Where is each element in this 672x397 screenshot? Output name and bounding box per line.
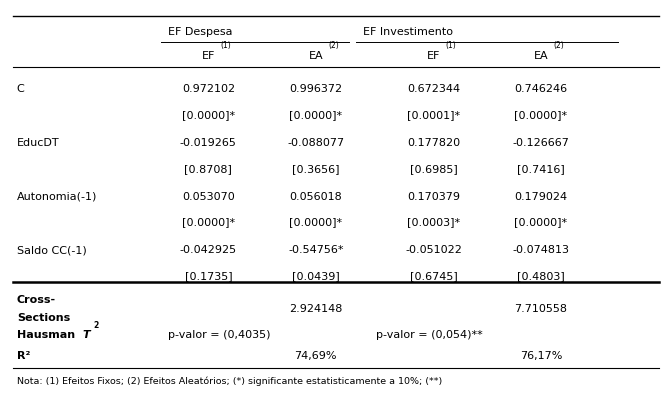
Text: EA: EA bbox=[308, 51, 323, 62]
Text: [0.6745]: [0.6745] bbox=[409, 271, 458, 281]
Text: [0.8708]: [0.8708] bbox=[184, 164, 233, 174]
Text: 74,69%: 74,69% bbox=[294, 351, 337, 361]
Text: EA: EA bbox=[534, 51, 548, 62]
Text: [0.0439]: [0.0439] bbox=[292, 271, 340, 281]
Text: 7.710558: 7.710558 bbox=[515, 304, 567, 314]
Text: -0.126667: -0.126667 bbox=[513, 138, 569, 148]
Text: [0.0000]*: [0.0000]* bbox=[289, 217, 343, 227]
Text: [0.7416]: [0.7416] bbox=[517, 164, 565, 174]
Text: 0.053070: 0.053070 bbox=[182, 191, 235, 202]
Text: [0.0000]*: [0.0000]* bbox=[181, 110, 235, 120]
Text: 76,17%: 76,17% bbox=[519, 351, 562, 361]
Text: Autonomia(-1): Autonomia(-1) bbox=[17, 191, 97, 202]
Text: [0.1735]: [0.1735] bbox=[185, 271, 232, 281]
Text: [0.0001]*: [0.0001]* bbox=[407, 110, 460, 120]
Text: Sections: Sections bbox=[17, 312, 70, 323]
Text: -0.088077: -0.088077 bbox=[287, 138, 345, 148]
Text: T: T bbox=[83, 330, 90, 341]
Text: p-valor = (0,054)**: p-valor = (0,054)** bbox=[376, 330, 483, 341]
Text: Hausman: Hausman bbox=[17, 330, 79, 341]
Text: -0.019265: -0.019265 bbox=[180, 138, 237, 148]
Text: [0.0000]*: [0.0000]* bbox=[514, 110, 568, 120]
Text: 0.972102: 0.972102 bbox=[181, 84, 235, 94]
Text: [0.0000]*: [0.0000]* bbox=[514, 217, 568, 227]
Text: 0.177820: 0.177820 bbox=[407, 138, 460, 148]
Text: [0.4803]: [0.4803] bbox=[517, 271, 565, 281]
Text: -0.54756*: -0.54756* bbox=[288, 245, 343, 255]
Text: 0.996372: 0.996372 bbox=[289, 84, 343, 94]
Text: R²: R² bbox=[17, 351, 30, 361]
Text: C: C bbox=[17, 84, 25, 94]
Text: (2): (2) bbox=[328, 41, 339, 50]
Text: 0.179024: 0.179024 bbox=[514, 191, 568, 202]
Text: -0.051022: -0.051022 bbox=[405, 245, 462, 255]
Text: 2: 2 bbox=[93, 321, 99, 330]
Text: EF Despesa: EF Despesa bbox=[168, 27, 233, 37]
Text: 0.170379: 0.170379 bbox=[407, 191, 460, 202]
Text: Cross-: Cross- bbox=[17, 295, 56, 305]
Text: (2): (2) bbox=[553, 41, 564, 50]
Text: 0.672344: 0.672344 bbox=[407, 84, 460, 94]
Text: 0.056018: 0.056018 bbox=[290, 191, 342, 202]
Text: (1): (1) bbox=[220, 41, 231, 50]
Text: p-valor = (0,4035): p-valor = (0,4035) bbox=[168, 330, 271, 341]
Text: EF Investimento: EF Investimento bbox=[363, 27, 453, 37]
Text: 0.746246: 0.746246 bbox=[514, 84, 568, 94]
Text: Nota: (1) Efeitos Fixos; (2) Efeitos Aleatórios; (*) significante estatisticamen: Nota: (1) Efeitos Fixos; (2) Efeitos Ale… bbox=[17, 376, 442, 386]
Text: [0.6985]: [0.6985] bbox=[409, 164, 458, 174]
Text: -0.074813: -0.074813 bbox=[513, 245, 569, 255]
Text: EF: EF bbox=[427, 51, 440, 62]
Text: (1): (1) bbox=[446, 41, 456, 50]
Text: -0.042925: -0.042925 bbox=[179, 245, 237, 255]
Text: [0.0000]*: [0.0000]* bbox=[289, 110, 343, 120]
Text: [0.3656]: [0.3656] bbox=[292, 164, 339, 174]
Text: [0.0003]*: [0.0003]* bbox=[407, 217, 460, 227]
Text: Saldo CC(-1): Saldo CC(-1) bbox=[17, 245, 87, 255]
Text: [0.0000]*: [0.0000]* bbox=[181, 217, 235, 227]
Text: EducDT: EducDT bbox=[17, 138, 59, 148]
Text: 2.924148: 2.924148 bbox=[289, 304, 343, 314]
Text: EF: EF bbox=[202, 51, 215, 62]
